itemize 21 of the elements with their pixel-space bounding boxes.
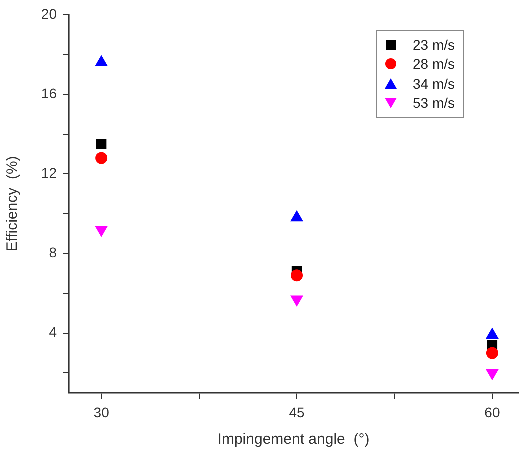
point	[486, 347, 498, 360]
x-tick-label: 60	[484, 404, 500, 420]
legend-label: 34 m/s	[412, 76, 455, 92]
y-tick-label: 16	[41, 85, 58, 102]
point	[290, 296, 304, 306]
point	[96, 139, 107, 150]
y-tick-label: 12	[41, 165, 58, 182]
x-axis-title: Impingement angle (°)	[218, 431, 370, 448]
legend-label: 28 m/s	[412, 56, 455, 72]
y-tick-label: 4	[49, 324, 58, 340]
x-tick-label: 45	[289, 404, 306, 420]
y-tick-label: 8	[49, 244, 58, 261]
y-tick-label: 20	[41, 6, 58, 22]
y-axis-title: Efficiency (%)	[4, 156, 22, 252]
point	[95, 56, 108, 66]
legend-label: 23 m/s	[412, 36, 455, 53]
point	[96, 152, 108, 164]
point	[486, 369, 499, 380]
legend-label: 53 m/s	[412, 95, 455, 112]
point	[291, 270, 304, 282]
x-tick-label: 30	[94, 404, 110, 420]
